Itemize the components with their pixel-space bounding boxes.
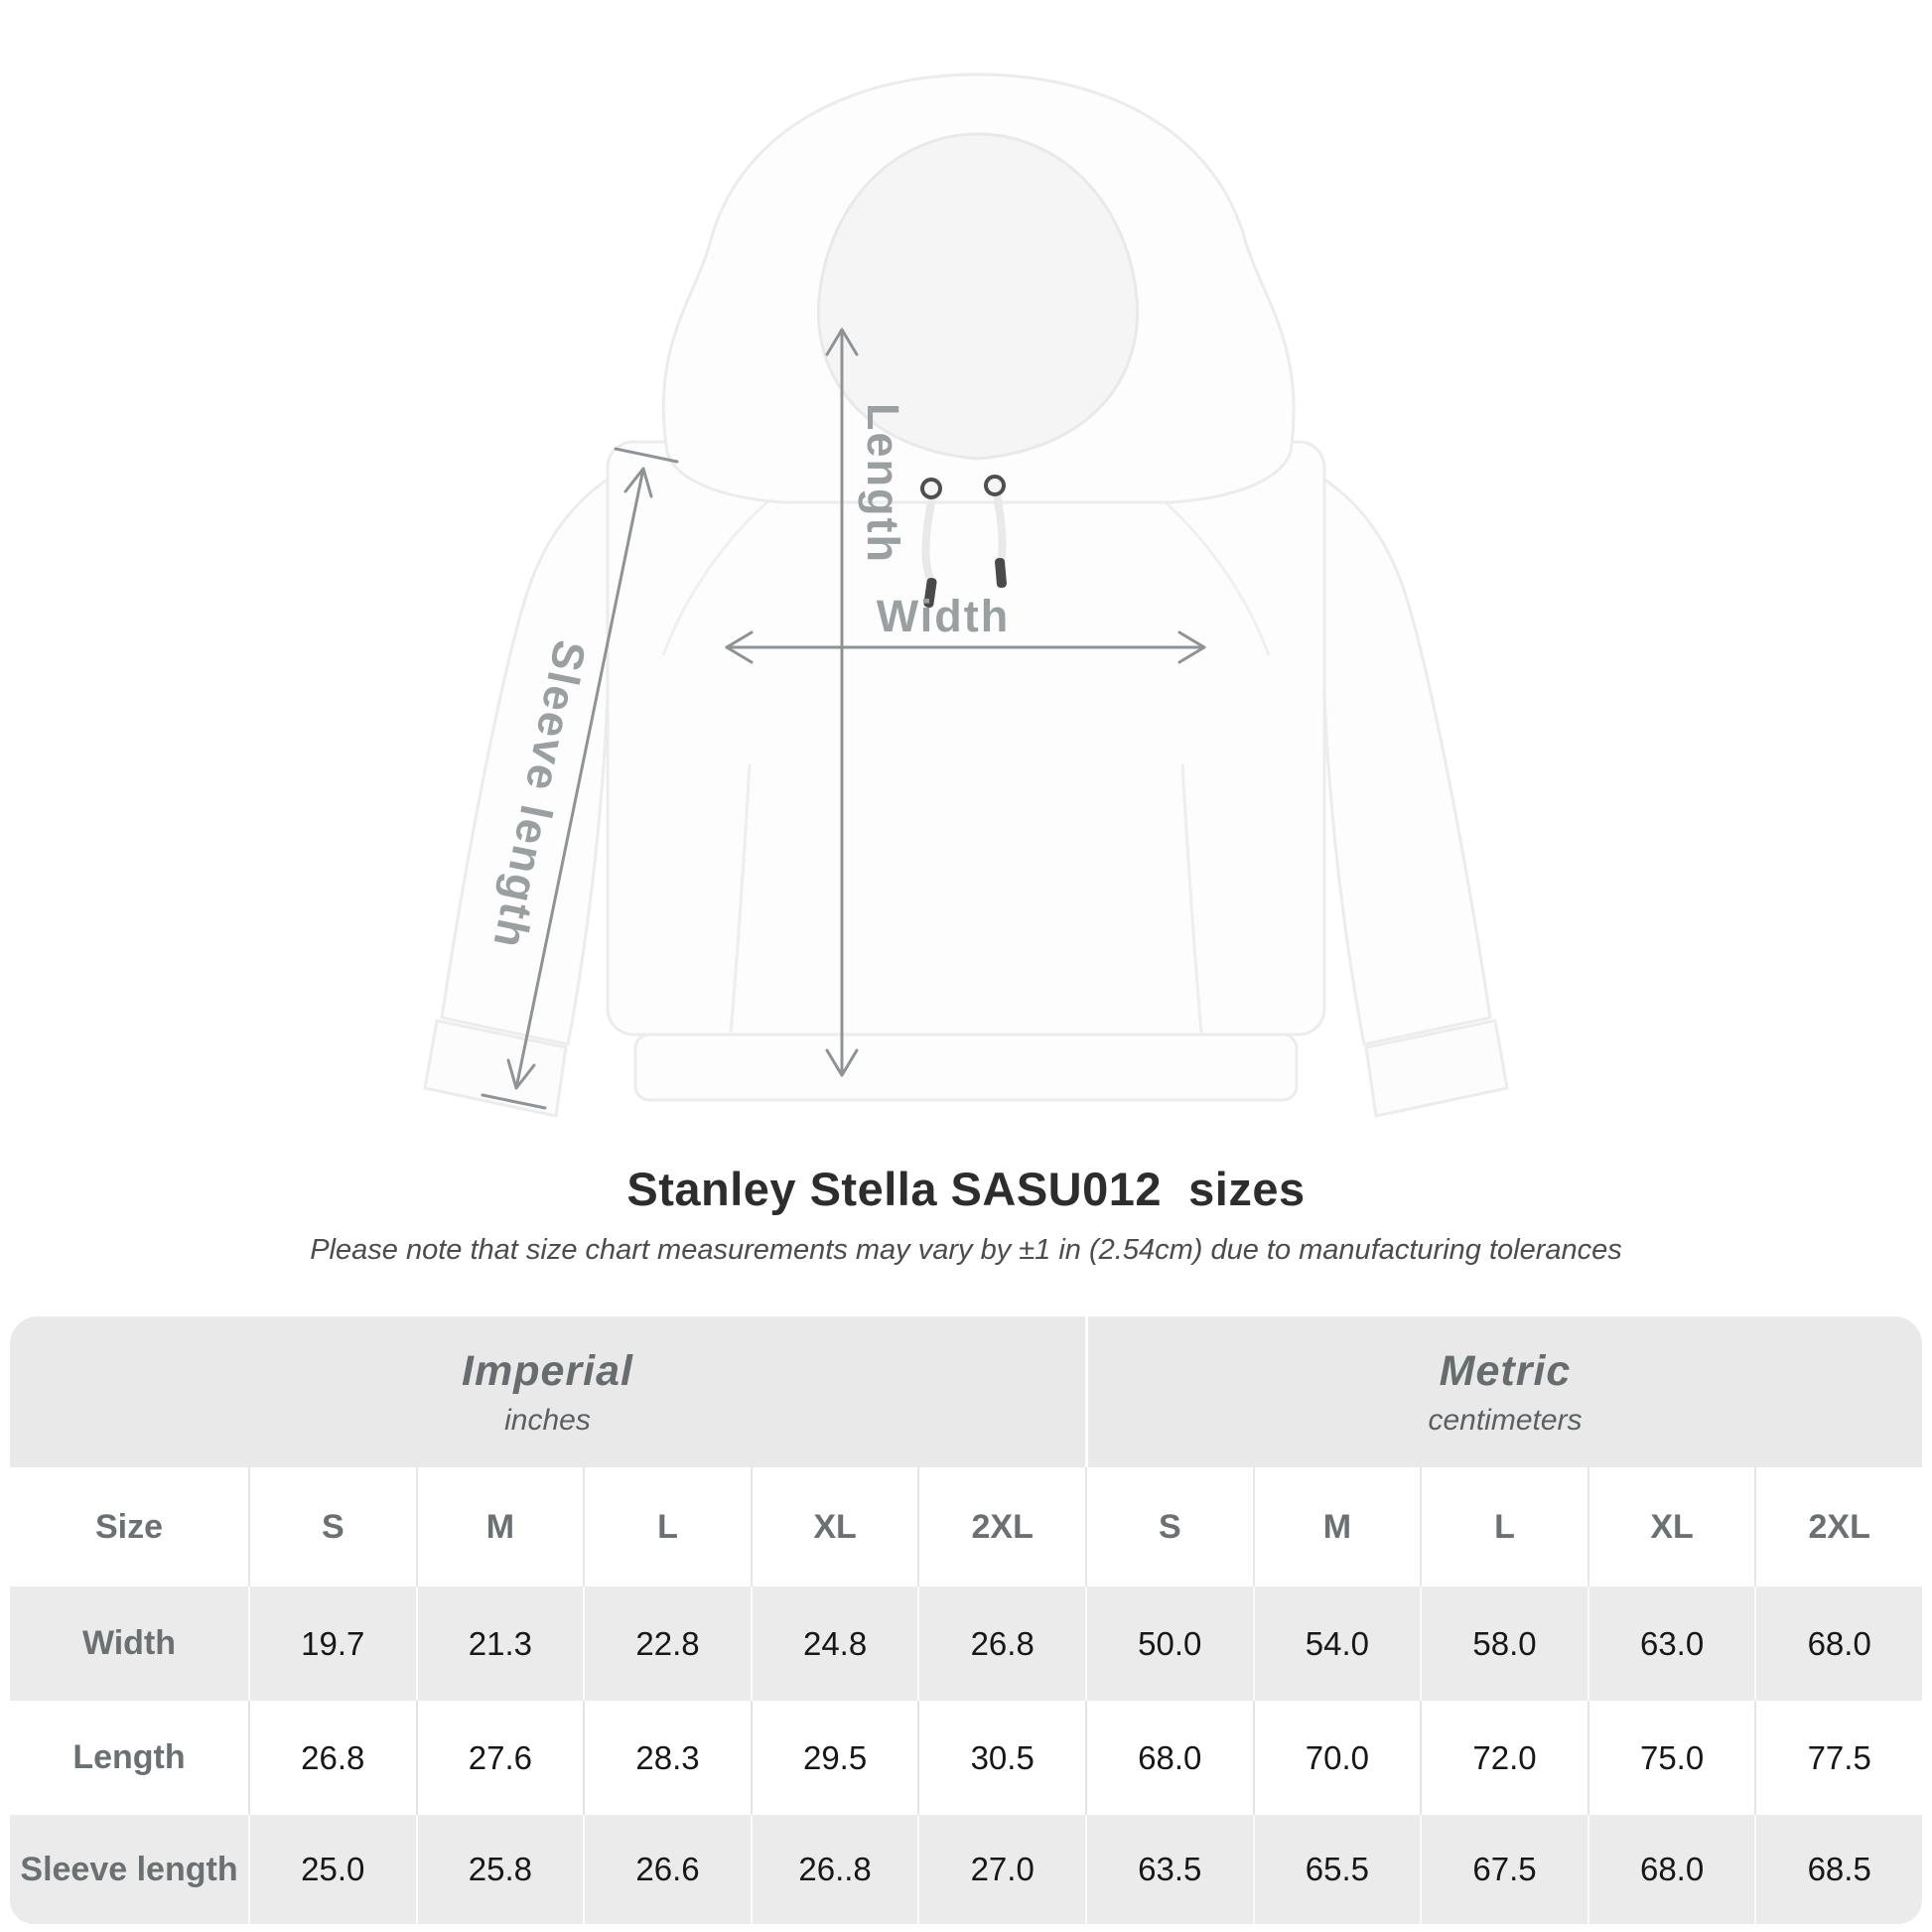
length-metric-s: 68.0 — [1085, 1701, 1253, 1815]
width-imperial-l: 22.8 — [583, 1587, 751, 1701]
size-chart-table: Imperial inches Metric centimeters Size … — [10, 1316, 1922, 1924]
sleeve-imperial-xl: 26..8 — [750, 1815, 918, 1924]
length-imperial-l: 28.3 — [583, 1701, 751, 1815]
length-imperial-m: 27.6 — [415, 1701, 584, 1815]
col-header-metric-l: L — [1420, 1467, 1587, 1587]
width-imperial-m: 21.3 — [415, 1587, 584, 1701]
col-header-metric-2xl: 2XL — [1754, 1467, 1922, 1587]
hoodie-pocket-edge — [729, 763, 752, 1034]
col-header-imperial-l: L — [583, 1467, 751, 1587]
hoodie-illustration: Length Width Sleeve length — [423, 72, 1509, 1118]
length-label: Length — [858, 403, 908, 564]
table-row-length: Length 26.8 27.6 28.3 29.5 30.5 68.0 70.… — [10, 1701, 1922, 1815]
sleeve-metric-2xl: 68.5 — [1754, 1815, 1922, 1924]
tolerance-note: Please note that size chart measurements… — [310, 1234, 1622, 1266]
sleeve-metric-xl: 68.0 — [1587, 1815, 1755, 1924]
metric-title: Metric — [1439, 1346, 1572, 1395]
imperial-unit: inches — [504, 1403, 591, 1437]
sleeve-metric-l: 67.5 — [1420, 1815, 1587, 1924]
col-header-imperial-s: S — [248, 1467, 416, 1587]
imperial-header: Imperial inches — [10, 1316, 1085, 1467]
size-column-header: Size — [94, 1507, 164, 1546]
table-row-sleeve-length: Sleeve length 25.0 25.8 26.6 26..8 27.0 … — [10, 1815, 1922, 1924]
width-imperial-s: 19.7 — [248, 1587, 416, 1701]
length-imperial-s: 26.8 — [248, 1701, 416, 1815]
hoodie-left-cuff — [423, 1019, 568, 1118]
hoodie-right-cuff — [1364, 1019, 1509, 1118]
table-row-width: Width 19.7 21.3 22.8 24.8 26.8 50.0 54.0… — [10, 1587, 1922, 1701]
col-header-metric-s: S — [1085, 1467, 1253, 1587]
hoodie-size-diagram: Length Width Sleeve length — [423, 72, 1509, 1118]
hoodie-hood-opening — [816, 132, 1140, 461]
width-metric-xl: 63.0 — [1587, 1587, 1755, 1701]
width-imperial-2xl: 26.8 — [917, 1587, 1085, 1701]
column-header-row: Size S M L XL 2XL S M L XL 2XL — [10, 1467, 1922, 1587]
sleeve-imperial-l: 26.6 — [583, 1815, 751, 1924]
sleeve-imperial-2xl: 27.0 — [917, 1815, 1085, 1924]
col-header-metric-xl: XL — [1587, 1467, 1755, 1587]
hoodie-body — [606, 440, 1326, 1036]
length-metric-2xl: 77.5 — [1754, 1701, 1922, 1815]
width-imperial-xl: 24.8 — [750, 1587, 918, 1701]
length-metric-l: 72.0 — [1420, 1701, 1587, 1815]
hoodie-hem-band — [633, 1033, 1299, 1102]
length-imperial-2xl: 30.5 — [917, 1701, 1085, 1815]
row-label: Sleeve length — [20, 1850, 238, 1888]
width-metric-l: 58.0 — [1420, 1587, 1587, 1701]
length-metric-xl: 75.0 — [1587, 1701, 1755, 1815]
hoodie-eyelet — [920, 478, 942, 499]
length-metric-m: 70.0 — [1252, 1701, 1421, 1815]
hoodie-pocket-edge — [1180, 763, 1203, 1034]
col-header-imperial-m: M — [415, 1467, 584, 1587]
sleeve-imperial-s: 25.0 — [248, 1815, 416, 1924]
metric-unit: centimeters — [1428, 1403, 1583, 1437]
imperial-title: Imperial — [462, 1346, 633, 1395]
hoodie-drawcord — [921, 486, 937, 584]
col-header-imperial-xl: XL — [750, 1467, 918, 1587]
sleeve-imperial-m: 25.8 — [415, 1815, 584, 1924]
sleeve-metric-s: 63.5 — [1085, 1815, 1253, 1924]
row-label: Width — [81, 1624, 177, 1662]
hoodie-eyelet — [984, 475, 1006, 496]
row-label: Length — [72, 1738, 186, 1776]
length-imperial-xl: 29.5 — [750, 1701, 918, 1815]
width-metric-2xl: 68.0 — [1754, 1587, 1922, 1701]
page-title: Stanley Stella SASU012 sizes — [626, 1163, 1306, 1215]
col-header-metric-m: M — [1252, 1467, 1421, 1587]
sleeve-metric-m: 65.5 — [1252, 1815, 1421, 1924]
width-arrow — [725, 630, 1206, 664]
width-metric-m: 54.0 — [1252, 1587, 1421, 1701]
sleeve-length-arrow — [481, 447, 679, 1110]
metric-header: Metric centimeters — [1085, 1316, 1922, 1467]
length-arrow — [825, 328, 859, 1077]
hoodie-aglet — [995, 557, 1007, 589]
unit-header-band: Imperial inches Metric centimeters — [10, 1316, 1922, 1467]
col-header-imperial-2xl: 2XL — [917, 1467, 1085, 1587]
width-label: Width — [877, 591, 1011, 641]
width-metric-s: 50.0 — [1085, 1587, 1253, 1701]
hoodie-aglet — [923, 577, 937, 609]
